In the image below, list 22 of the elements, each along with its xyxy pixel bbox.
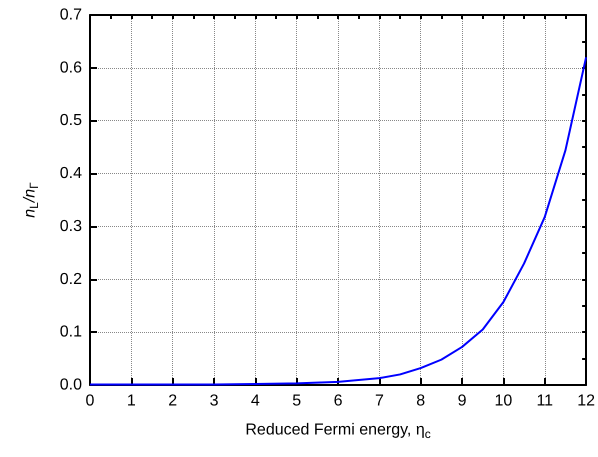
x-tick-label: 2: [168, 392, 178, 410]
y-tick-label: 0.5: [60, 112, 82, 130]
y-tick-label: 0.7: [60, 6, 82, 24]
y-tick-label: 0.0: [60, 376, 82, 394]
x-tick-label: 10: [494, 392, 512, 410]
x-tick-label: 1: [126, 392, 136, 410]
y-axis-title: nL/nΓ: [22, 182, 41, 218]
x-tick-label: 6: [334, 392, 343, 410]
x-tick-label: 5: [292, 392, 302, 410]
y-tick-label: 0.6: [60, 59, 82, 76]
x-tick-label: 7: [374, 392, 384, 410]
y-tick-label: 0.3: [60, 218, 82, 235]
x-tick-label: 9: [458, 392, 467, 410]
x-tick-label: 4: [250, 392, 260, 410]
y-tick-label: 0.4: [60, 165, 82, 182]
x-tick-label: 8: [416, 392, 426, 410]
x-tick-label: 12: [577, 392, 596, 410]
x-tick-label: 3: [210, 392, 219, 410]
x-tick-label: 11: [536, 392, 554, 410]
x-tick-label: 0: [86, 392, 95, 410]
y-tick-label: 0.1: [60, 324, 82, 341]
y-tick-label: 0.2: [60, 270, 82, 288]
